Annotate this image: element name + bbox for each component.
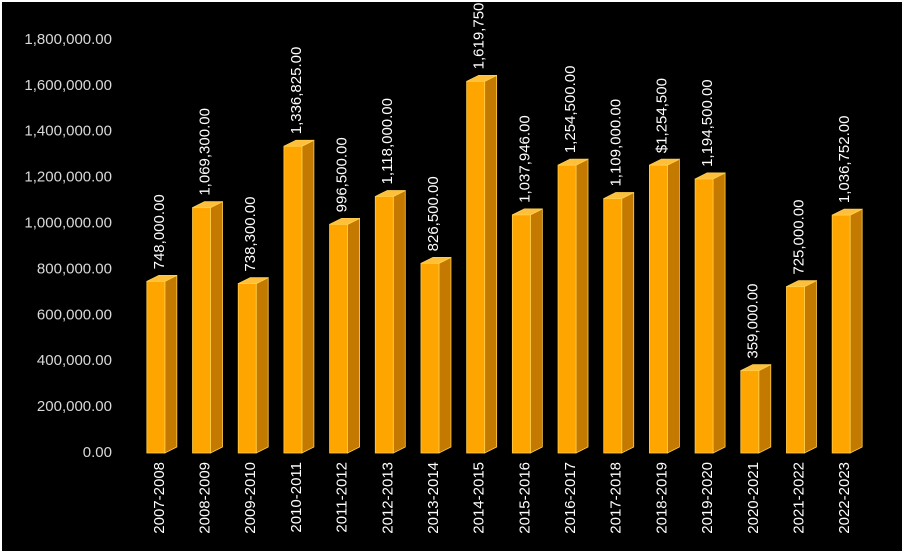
y-tick-label: 1,400,000.00 [24, 123, 112, 140]
value-label: 1,109,000.00 [608, 99, 625, 187]
y-tick-label: 1,600,000.00 [24, 77, 112, 94]
bar-side [667, 158, 680, 454]
bar-side [210, 201, 223, 454]
value-label: 1,069,300.00 [197, 108, 214, 196]
x-tick-label: 2008-2009 [197, 462, 214, 534]
bar [146, 280, 166, 454]
value-label: 725,000.00 [790, 200, 807, 275]
x-tick-label: 2017-2018 [608, 462, 625, 534]
value-label: 748,000.00 [151, 194, 168, 269]
value-label: 1,336,825.00 [288, 47, 305, 135]
bar-side [758, 363, 772, 454]
bar [283, 145, 303, 454]
x-tick-label: 2021-2022 [790, 462, 807, 534]
x-tick-label: 2018-2019 [653, 462, 670, 534]
bar-side [849, 208, 863, 454]
y-tick-label: 1,200,000.00 [24, 169, 112, 186]
value-label: 1,194,500.00 [699, 79, 716, 167]
bar-side [164, 274, 178, 454]
value-label: 1,118,000.00 [379, 98, 396, 184]
x-tick-label: 2020-2021 [745, 462, 762, 534]
x-tick-label: 2009-2010 [242, 462, 259, 534]
x-tick-label: 2019-2020 [699, 462, 716, 534]
value-label: 1,036,752.00 [836, 116, 853, 204]
y-tick-label: 1,000,000.00 [24, 215, 112, 232]
value-label: $1,254,500 [653, 78, 670, 153]
bar [192, 207, 211, 454]
y-tick-label: 400,000.00 [37, 352, 112, 369]
bar [466, 80, 486, 454]
bar [329, 223, 348, 454]
x-tick-label: 2013-2014 [425, 462, 442, 534]
bar [420, 262, 440, 454]
x-tick-label: 2022-2023 [836, 462, 853, 534]
x-tick-label: 2010-2011 [288, 462, 305, 533]
y-tick-label: 800,000.00 [37, 260, 112, 277]
bar-side [712, 172, 726, 454]
x-tick-label: 2015-2016 [516, 462, 533, 534]
value-label: 1,037,946.00 [516, 115, 533, 203]
bar [237, 283, 257, 454]
y-tick-label: 200,000.00 [37, 398, 112, 415]
bar [740, 370, 760, 454]
bar-side [392, 189, 406, 454]
bar-side [804, 280, 817, 454]
value-label: 996,500.00 [334, 137, 351, 212]
bar-side [484, 74, 498, 454]
y-tick-label: 0.00 [83, 444, 112, 461]
value-label: 826,500.00 [425, 176, 442, 251]
bar [786, 286, 805, 454]
y-tick-label: 1,800,000.00 [24, 31, 112, 48]
value-label: 1,619,750.00 [471, 0, 488, 69]
bar-side [347, 217, 360, 454]
bar-side [621, 191, 635, 454]
bar-side [255, 276, 269, 454]
bar-side [301, 139, 315, 454]
x-tick-label: 2007-2008 [151, 462, 168, 534]
x-tick-label: 2012-2013 [379, 462, 396, 534]
value-label: 738,300.00 [242, 197, 259, 272]
bar [557, 164, 577, 454]
bar [374, 196, 394, 454]
bar [694, 178, 714, 454]
bar [603, 198, 623, 454]
value-label: 359,000.00 [745, 284, 762, 359]
value-label: 1,254,500.00 [562, 66, 579, 154]
bar-side [575, 158, 589, 454]
y-tick-label: 600,000.00 [37, 306, 112, 323]
bar [649, 164, 668, 454]
bar [511, 214, 531, 454]
bar-side [438, 256, 452, 454]
x-tick-label: 2016-2017 [562, 462, 579, 534]
x-tick-label: 2014-2015 [471, 462, 488, 534]
bar-side [529, 208, 543, 454]
bar [831, 214, 851, 454]
x-tick-label: 2011-2012 [334, 462, 351, 533]
